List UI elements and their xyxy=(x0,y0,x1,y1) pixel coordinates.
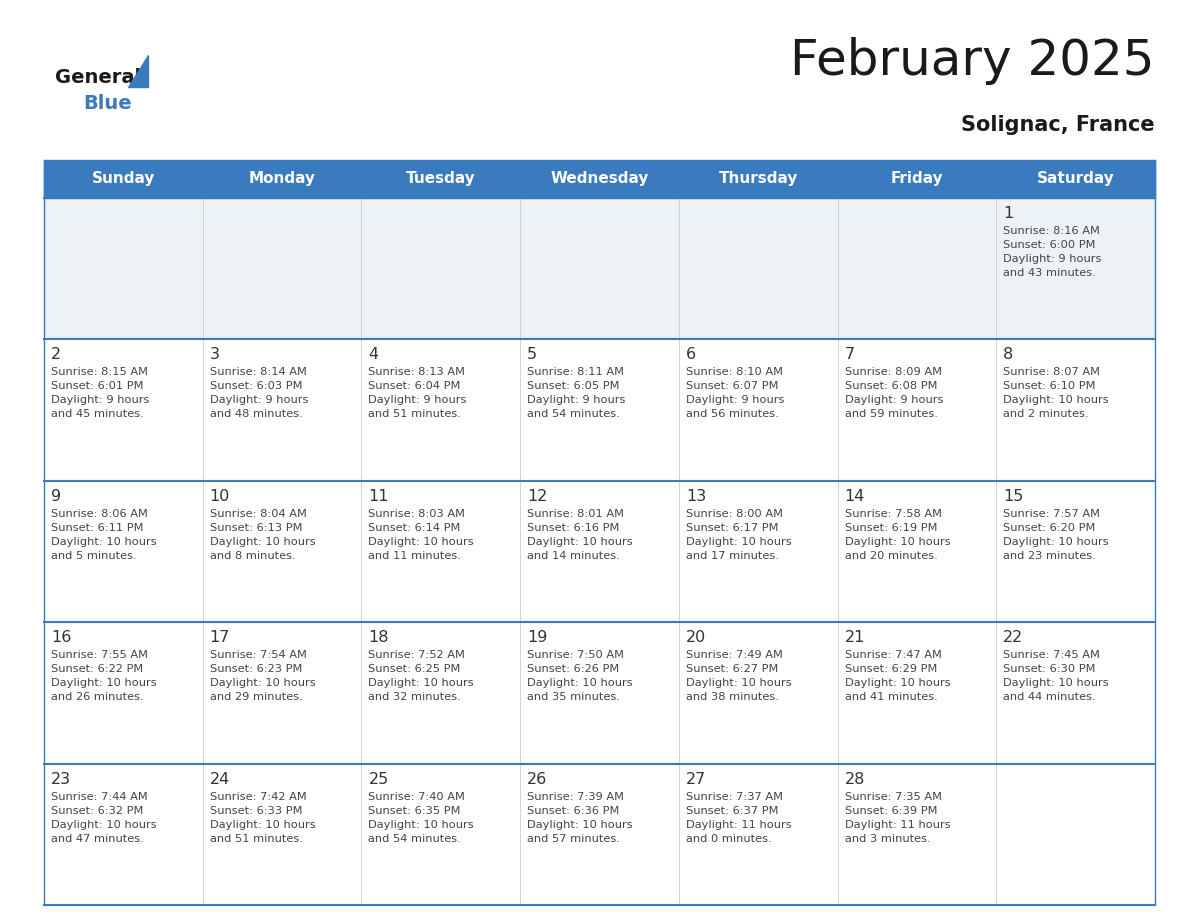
Text: 20: 20 xyxy=(685,630,706,645)
Text: 13: 13 xyxy=(685,488,706,504)
Text: 12: 12 xyxy=(527,488,548,504)
Text: Friday: Friday xyxy=(891,172,943,186)
Text: Sunrise: 7:37 AM
Sunset: 6:37 PM
Daylight: 11 hours
and 0 minutes.: Sunrise: 7:37 AM Sunset: 6:37 PM Dayligh… xyxy=(685,791,791,844)
Bar xyxy=(203,160,361,198)
Text: Sunrise: 7:58 AM
Sunset: 6:19 PM
Daylight: 10 hours
and 20 minutes.: Sunrise: 7:58 AM Sunset: 6:19 PM Dayligh… xyxy=(845,509,950,561)
Text: 9: 9 xyxy=(51,488,61,504)
Text: Sunday: Sunday xyxy=(91,172,156,186)
Text: 10: 10 xyxy=(210,488,230,504)
Text: Sunrise: 7:55 AM
Sunset: 6:22 PM
Daylight: 10 hours
and 26 minutes.: Sunrise: 7:55 AM Sunset: 6:22 PM Dayligh… xyxy=(51,650,157,702)
Bar xyxy=(44,764,1155,905)
Text: Sunrise: 8:10 AM
Sunset: 6:07 PM
Daylight: 9 hours
and 56 minutes.: Sunrise: 8:10 AM Sunset: 6:07 PM Dayligh… xyxy=(685,367,784,420)
Text: Sunrise: 8:14 AM
Sunset: 6:03 PM
Daylight: 9 hours
and 48 minutes.: Sunrise: 8:14 AM Sunset: 6:03 PM Dayligh… xyxy=(210,367,308,420)
Text: 6: 6 xyxy=(685,347,696,363)
Text: Sunrise: 8:01 AM
Sunset: 6:16 PM
Daylight: 10 hours
and 14 minutes.: Sunrise: 8:01 AM Sunset: 6:16 PM Dayligh… xyxy=(527,509,633,561)
Text: Sunrise: 8:09 AM
Sunset: 6:08 PM
Daylight: 9 hours
and 59 minutes.: Sunrise: 8:09 AM Sunset: 6:08 PM Dayligh… xyxy=(845,367,943,420)
Text: Sunrise: 8:11 AM
Sunset: 6:05 PM
Daylight: 9 hours
and 54 minutes.: Sunrise: 8:11 AM Sunset: 6:05 PM Dayligh… xyxy=(527,367,626,420)
Text: Solignac, France: Solignac, France xyxy=(961,115,1155,135)
Text: 14: 14 xyxy=(845,488,865,504)
Text: Monday: Monday xyxy=(248,172,316,186)
Text: 3: 3 xyxy=(210,347,220,363)
Text: Saturday: Saturday xyxy=(1037,172,1114,186)
Text: Sunrise: 7:57 AM
Sunset: 6:20 PM
Daylight: 10 hours
and 23 minutes.: Sunrise: 7:57 AM Sunset: 6:20 PM Dayligh… xyxy=(1004,509,1108,561)
Text: 18: 18 xyxy=(368,630,388,645)
Text: Sunrise: 8:13 AM
Sunset: 6:04 PM
Daylight: 9 hours
and 51 minutes.: Sunrise: 8:13 AM Sunset: 6:04 PM Dayligh… xyxy=(368,367,467,420)
Text: General: General xyxy=(55,68,141,87)
Bar xyxy=(44,160,203,198)
Text: 16: 16 xyxy=(51,630,71,645)
Text: Wednesday: Wednesday xyxy=(550,172,649,186)
Text: 1: 1 xyxy=(1004,206,1013,221)
Bar xyxy=(44,481,1155,622)
Text: Sunrise: 7:50 AM
Sunset: 6:26 PM
Daylight: 10 hours
and 35 minutes.: Sunrise: 7:50 AM Sunset: 6:26 PM Dayligh… xyxy=(527,650,633,702)
Text: Sunrise: 7:39 AM
Sunset: 6:36 PM
Daylight: 10 hours
and 57 minutes.: Sunrise: 7:39 AM Sunset: 6:36 PM Dayligh… xyxy=(527,791,633,844)
Text: February 2025: February 2025 xyxy=(790,37,1155,85)
Bar xyxy=(838,160,997,198)
Text: Blue: Blue xyxy=(83,94,132,113)
Text: 15: 15 xyxy=(1004,488,1024,504)
Text: 24: 24 xyxy=(210,772,230,787)
Text: 21: 21 xyxy=(845,630,865,645)
Bar xyxy=(44,198,1155,340)
Text: Sunrise: 8:00 AM
Sunset: 6:17 PM
Daylight: 10 hours
and 17 minutes.: Sunrise: 8:00 AM Sunset: 6:17 PM Dayligh… xyxy=(685,509,791,561)
Bar xyxy=(520,160,678,198)
Bar xyxy=(997,160,1155,198)
Text: Sunrise: 7:54 AM
Sunset: 6:23 PM
Daylight: 10 hours
and 29 minutes.: Sunrise: 7:54 AM Sunset: 6:23 PM Dayligh… xyxy=(210,650,315,702)
Text: Thursday: Thursday xyxy=(719,172,798,186)
Text: 7: 7 xyxy=(845,347,854,363)
Text: 27: 27 xyxy=(685,772,706,787)
Text: 8: 8 xyxy=(1004,347,1013,363)
Text: 4: 4 xyxy=(368,347,379,363)
Text: 17: 17 xyxy=(210,630,230,645)
Text: Sunrise: 7:47 AM
Sunset: 6:29 PM
Daylight: 10 hours
and 41 minutes.: Sunrise: 7:47 AM Sunset: 6:29 PM Dayligh… xyxy=(845,650,950,702)
Polygon shape xyxy=(128,55,148,87)
Text: 26: 26 xyxy=(527,772,548,787)
Text: Sunrise: 7:45 AM
Sunset: 6:30 PM
Daylight: 10 hours
and 44 minutes.: Sunrise: 7:45 AM Sunset: 6:30 PM Dayligh… xyxy=(1004,650,1108,702)
Bar xyxy=(678,160,838,198)
Text: 25: 25 xyxy=(368,772,388,787)
Text: Sunrise: 8:04 AM
Sunset: 6:13 PM
Daylight: 10 hours
and 8 minutes.: Sunrise: 8:04 AM Sunset: 6:13 PM Dayligh… xyxy=(210,509,315,561)
Text: Sunrise: 7:49 AM
Sunset: 6:27 PM
Daylight: 10 hours
and 38 minutes.: Sunrise: 7:49 AM Sunset: 6:27 PM Dayligh… xyxy=(685,650,791,702)
Text: 2: 2 xyxy=(51,347,61,363)
Text: 5: 5 xyxy=(527,347,537,363)
Text: Sunrise: 8:03 AM
Sunset: 6:14 PM
Daylight: 10 hours
and 11 minutes.: Sunrise: 8:03 AM Sunset: 6:14 PM Dayligh… xyxy=(368,509,474,561)
Text: Tuesday: Tuesday xyxy=(406,172,475,186)
Text: 19: 19 xyxy=(527,630,548,645)
Text: Sunrise: 7:52 AM
Sunset: 6:25 PM
Daylight: 10 hours
and 32 minutes.: Sunrise: 7:52 AM Sunset: 6:25 PM Dayligh… xyxy=(368,650,474,702)
Bar xyxy=(361,160,520,198)
Text: Sunrise: 7:40 AM
Sunset: 6:35 PM
Daylight: 10 hours
and 54 minutes.: Sunrise: 7:40 AM Sunset: 6:35 PM Dayligh… xyxy=(368,791,474,844)
Text: 11: 11 xyxy=(368,488,388,504)
Text: 22: 22 xyxy=(1004,630,1024,645)
Bar xyxy=(44,340,1155,481)
Text: Sunrise: 8:15 AM
Sunset: 6:01 PM
Daylight: 9 hours
and 45 minutes.: Sunrise: 8:15 AM Sunset: 6:01 PM Dayligh… xyxy=(51,367,150,420)
Text: Sunrise: 7:42 AM
Sunset: 6:33 PM
Daylight: 10 hours
and 51 minutes.: Sunrise: 7:42 AM Sunset: 6:33 PM Dayligh… xyxy=(210,791,315,844)
Text: Sunrise: 7:44 AM
Sunset: 6:32 PM
Daylight: 10 hours
and 47 minutes.: Sunrise: 7:44 AM Sunset: 6:32 PM Dayligh… xyxy=(51,791,157,844)
Bar xyxy=(44,622,1155,764)
Text: Sunrise: 8:16 AM
Sunset: 6:00 PM
Daylight: 9 hours
and 43 minutes.: Sunrise: 8:16 AM Sunset: 6:00 PM Dayligh… xyxy=(1004,226,1101,278)
Text: Sunrise: 8:07 AM
Sunset: 6:10 PM
Daylight: 10 hours
and 2 minutes.: Sunrise: 8:07 AM Sunset: 6:10 PM Dayligh… xyxy=(1004,367,1108,420)
Text: Sunrise: 8:06 AM
Sunset: 6:11 PM
Daylight: 10 hours
and 5 minutes.: Sunrise: 8:06 AM Sunset: 6:11 PM Dayligh… xyxy=(51,509,157,561)
Text: 23: 23 xyxy=(51,772,71,787)
Text: 28: 28 xyxy=(845,772,865,787)
Text: Sunrise: 7:35 AM
Sunset: 6:39 PM
Daylight: 11 hours
and 3 minutes.: Sunrise: 7:35 AM Sunset: 6:39 PM Dayligh… xyxy=(845,791,950,844)
